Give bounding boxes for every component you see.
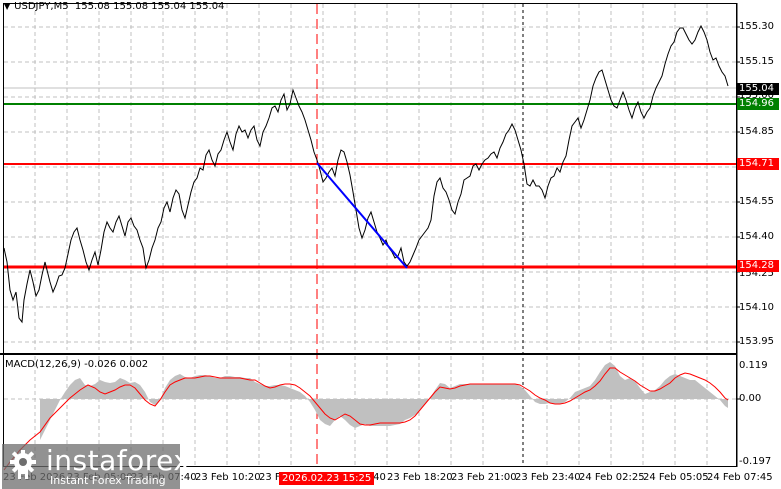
trend-line[interactable]	[316, 162, 408, 269]
time-tick: 23 Feb 10:20	[195, 472, 261, 483]
price-tick: 154.55	[739, 196, 774, 207]
price-tick: 154.10	[739, 302, 774, 313]
time-tick: 23 F	[259, 472, 281, 483]
time-tick: 23 Feb 21:00	[451, 472, 517, 483]
crosshair-time-badge: 2026.02.23 15:25	[279, 472, 375, 485]
time-tick: 24 Feb 07:45	[707, 472, 773, 483]
macd-tick: 0.119	[739, 360, 768, 371]
level-badge-red-upper: 154.71	[737, 158, 779, 170]
time-tick: 23 Feb 23:40	[515, 472, 581, 483]
time-tick: 24 Feb 05:05	[643, 472, 709, 483]
price-tick: 153.95	[739, 336, 774, 347]
macd-tick: -0.197	[739, 456, 772, 467]
current-price-badge: 155.04	[737, 83, 779, 95]
dropdown-arrow-icon[interactable]: ▼	[4, 2, 11, 11]
level-badge-green: 154.96	[737, 98, 779, 110]
macd-tick: 0.00	[739, 393, 762, 404]
time-tick: 23 Feb 18:20	[387, 472, 453, 483]
instaforex-logo: instaforex Instant Forex Trading	[2, 444, 190, 489]
chart-title[interactable]: ▼ USDJPY,M5 155.08 155.08 155.04 155.04	[4, 1, 224, 12]
price-tick: 155.30	[739, 21, 774, 32]
time-tick: 24 Feb 02:25	[579, 472, 645, 483]
macd-title: MACD(12,26,9) -0.026 0.002	[5, 359, 149, 370]
price-tick: 155.15	[739, 56, 774, 67]
price-tick: 154.85	[739, 126, 774, 137]
level-badge-red-lower: 154.28	[737, 260, 779, 272]
logo-tagline: Instant Forex Trading	[50, 474, 166, 487]
grid-horizontal	[4, 26, 736, 400]
gear-icon	[10, 450, 36, 479]
symbol-label: USDJPY,M5	[14, 1, 69, 12]
ohlc-values: 155.08 155.08 155.04 155.04	[74, 1, 225, 12]
price-line	[3, 24, 729, 324]
macd-histogram	[4, 362, 728, 440]
price-tick: 154.40	[739, 231, 774, 242]
price-tick: 154.25	[739, 268, 774, 279]
price-tick: 155.00	[739, 90, 774, 101]
logo-brand: instaforex	[46, 444, 191, 477]
macd-signal-line	[3, 367, 729, 471]
